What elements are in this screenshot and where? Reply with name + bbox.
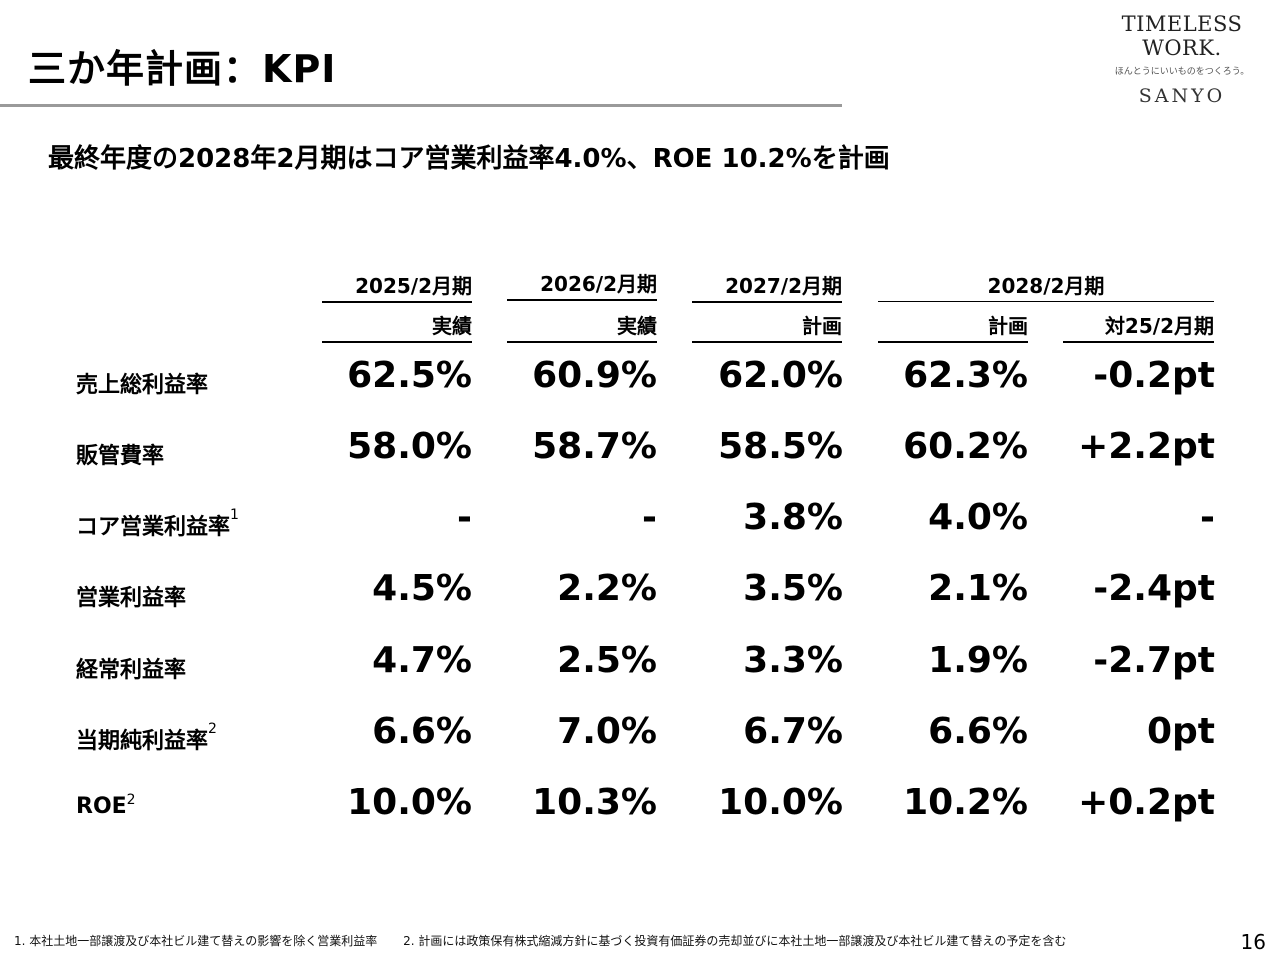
cell-value: 4.5% — [372, 568, 472, 609]
header-2025: 2025/2月期 — [322, 270, 472, 303]
cell-value: 4.7% — [372, 640, 472, 681]
cell-value: 6.6% — [372, 711, 472, 752]
cell-value: 58.0% — [347, 426, 472, 467]
footnote-1: 1. 本社土地一部譲渡及び本社ビル建て替えの影響を除く営業利益率 — [14, 934, 378, 948]
cell-value: 62.5% — [347, 355, 472, 396]
cell-value: 60.9% — [532, 355, 657, 396]
table-row: 経常利益率 4.7% 2.5% 3.3% 1.9% -2.7pt — [0, 640, 1280, 690]
cell-value: - — [1200, 497, 1215, 538]
row-label: 経常利益率 — [76, 652, 186, 684]
header-2028: 2028/2月期 — [878, 270, 1214, 302]
cell-value: 7.0% — [557, 711, 657, 752]
cell-value: - — [642, 497, 657, 538]
subheader-2026: 実績 — [507, 310, 657, 343]
logo-brand: SANYO — [1138, 85, 1226, 107]
row-label: 営業利益率 — [76, 580, 186, 612]
row-label-text: 売上総利益率 — [76, 373, 209, 398]
header-2027: 2027/2月期 — [692, 270, 842, 303]
footnote-marker: 2 — [208, 721, 217, 737]
subtitle: 最終年度の2028年2月期はコア営業利益率4.0%、ROE 10.2%を計画 — [48, 144, 890, 174]
row-label: コア営業利益率1 — [76, 507, 239, 541]
subheader-2027: 計画 — [692, 310, 842, 343]
row-label: ROE2 — [76, 792, 136, 819]
cell-value: 6.6% — [928, 711, 1028, 752]
row-label-text: 経常利益率 — [76, 658, 187, 683]
cell-value: 10.0% — [347, 782, 472, 823]
row-label-text: コア営業利益率 — [76, 515, 231, 540]
row-label-text: 当期純利益率 — [76, 729, 209, 754]
cell-value: 6.7% — [743, 711, 843, 752]
row-label-text: ROE — [76, 794, 127, 819]
cell-value: 3.3% — [743, 640, 843, 681]
cell-value: 2.1% — [928, 568, 1028, 609]
cell-value: 2.2% — [557, 568, 657, 609]
cell-value: 2.5% — [557, 640, 657, 681]
cell-value: 10.0% — [718, 782, 843, 823]
cell-value: 62.3% — [903, 355, 1028, 396]
subheader-2028-plan: 計画 — [878, 310, 1028, 343]
cell-value: -2.4pt — [1093, 568, 1215, 609]
cell-value: 0pt — [1146, 711, 1215, 752]
logo-tagline: TIMELESS WORK. — [1121, 12, 1243, 60]
cell-value: 4.0% — [928, 497, 1028, 538]
table-row: コア営業利益率1 - - 3.8% 4.0% - — [0, 497, 1280, 547]
cell-value: 3.5% — [743, 568, 843, 609]
title-divider — [0, 104, 842, 107]
footnote-marker: 2 — [126, 792, 136, 808]
cell-value: 60.2% — [903, 426, 1028, 467]
footnotes: 1. 本社土地一部譲渡及び本社ビル建て替えの影響を除く営業利益率 2. 計画には… — [14, 932, 1088, 949]
footnote-marker: 1 — [230, 507, 239, 523]
sanyo-logo: TIMELESS WORK. ほんとうにいいものをつくろう。 SANYO — [1092, 12, 1272, 107]
cell-value: 62.0% — [718, 355, 843, 396]
logo-subtagline: ほんとうにいいものをつくろう。 — [1114, 67, 1250, 77]
cell-value: 10.2% — [903, 782, 1028, 823]
footnote-2: 2. 計画には政策保有株式縮減方針に基づく投資有価証券の売却並びに本社土地一部譲… — [403, 934, 1067, 948]
table-row: 当期純利益率2 6.6% 7.0% 6.7% 6.6% 0pt — [0, 711, 1280, 761]
page-number: 16 — [1240, 930, 1266, 954]
page-title: 三か年計画：KPI — [28, 47, 337, 91]
cell-value: +0.2pt — [1078, 782, 1215, 823]
cell-value: 10.3% — [532, 782, 657, 823]
cell-value: - — [457, 497, 472, 538]
header-2026: 2026/2月期 — [507, 268, 657, 301]
cell-value: 3.8% — [743, 497, 843, 538]
subheader-2025: 実績 — [322, 310, 472, 343]
row-label: 販管費率 — [76, 438, 164, 470]
row-label-text: 販管費率 — [76, 444, 165, 469]
cell-value: +2.2pt — [1078, 426, 1215, 467]
table-row: 販管費率 58.0% 58.7% 58.5% 60.2% +2.2pt — [0, 426, 1280, 476]
cell-value: 58.5% — [718, 426, 843, 467]
row-label-text: 営業利益率 — [76, 586, 187, 611]
subheader-2028-diff: 対25/2月期 — [1063, 310, 1214, 343]
table-row: 売上総利益率 62.5% 60.9% 62.0% 62.3% -0.2pt — [0, 355, 1280, 405]
cell-value: -0.2pt — [1093, 355, 1215, 396]
row-label: 当期純利益率2 — [76, 721, 217, 755]
table-row: 営業利益率 4.5% 2.2% 3.5% 2.1% -2.4pt — [0, 568, 1280, 618]
row-label: 売上総利益率 — [76, 367, 208, 399]
table-row: ROE2 10.0% 10.3% 10.0% 10.2% +0.2pt — [0, 782, 1280, 832]
cell-value: -2.7pt — [1093, 640, 1215, 681]
cell-value: 1.9% — [928, 640, 1028, 681]
cell-value: 58.7% — [532, 426, 657, 467]
